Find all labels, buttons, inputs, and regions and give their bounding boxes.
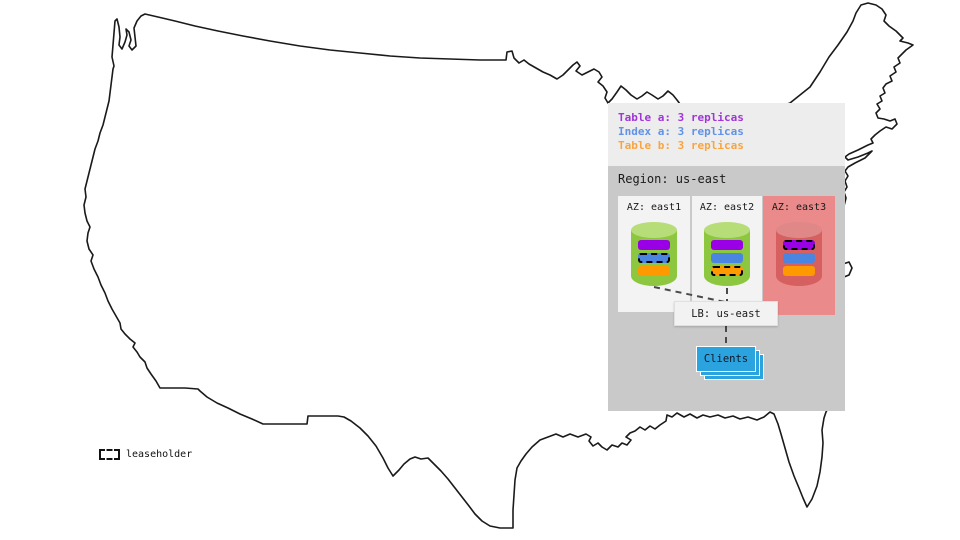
az-east1-label: AZ: east1 <box>626 202 682 213</box>
replica-bar-index-a <box>638 253 670 263</box>
leaseholder-key-label: leaseholder <box>126 449 193 460</box>
region-title: Region: us-east <box>618 172 727 186</box>
replica-bar-index-a <box>711 253 743 263</box>
legend-index-a: Index a: 3 replicas <box>618 125 744 138</box>
replica-bar-table-a <box>638 240 670 250</box>
az-east1: AZ: east1 <box>618 196 690 312</box>
clients-stack: Clients <box>696 346 766 382</box>
leaseholder-dashed-box-icon <box>99 449 120 460</box>
replica-bars <box>704 240 750 279</box>
az-east2: AZ: east2 <box>692 196 762 312</box>
replica-bars <box>631 240 677 279</box>
database-node-east2 <box>704 222 750 286</box>
replica-bars <box>776 240 822 279</box>
database-node-east1 <box>631 222 677 286</box>
replica-bar-table-a <box>783 240 815 250</box>
legend-table-b: Table b: 3 replicas <box>618 139 744 152</box>
cylinder-top <box>631 222 677 238</box>
cylinder-top <box>704 222 750 238</box>
replica-bar-table-b <box>638 266 670 276</box>
legend-table-a: Table a: 3 replicas <box>618 111 744 124</box>
region-panel: Region: us-east AZ: east1 AZ: east2 <box>608 166 845 411</box>
replica-bar-index-a <box>783 253 815 263</box>
replica-bar-table-a <box>711 240 743 250</box>
az-east3-label: AZ: east3 <box>771 202 827 213</box>
cylinder-top <box>776 222 822 238</box>
replica-bar-table-b <box>711 266 743 276</box>
az-east2-label: AZ: east2 <box>699 202 755 213</box>
replica-legend-panel: Table a: 3 replicas Index a: 3 replicas … <box>608 103 845 166</box>
az-east3: AZ: east3 <box>763 196 835 315</box>
replica-bar-table-b <box>783 266 815 276</box>
leaseholder-key: leaseholder <box>99 449 192 460</box>
database-node-east3 <box>776 222 822 286</box>
load-balancer-box: LB: us-east <box>674 301 778 326</box>
clients-box: Clients <box>696 346 756 372</box>
